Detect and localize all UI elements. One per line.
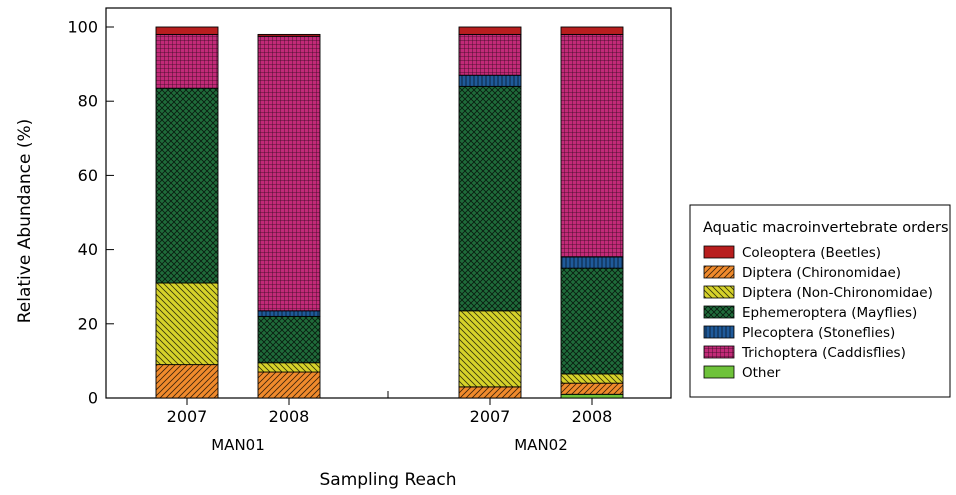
- bar-segment-diptera-non-chironomidae: [458, 310, 522, 388]
- bar-segment-plecoptera-stoneflies: [458, 74, 522, 87]
- legend-swatch: [703, 365, 735, 379]
- legend-label: Plecoptera (Stoneflies): [742, 325, 895, 341]
- bar-segment-other: [560, 393, 624, 399]
- x-tick-label: 2008: [269, 407, 310, 426]
- bar-segment-plecoptera-stoneflies: [560, 256, 624, 269]
- bar-segment-diptera-chironomidae: [257, 371, 321, 399]
- bar-segment-plecoptera-stoneflies: [257, 310, 321, 317]
- bar-segment-diptera-chironomidae: [458, 386, 522, 399]
- bar-stack-man02-2008: [560, 26, 624, 399]
- legend-item-trichoptera-caddisflies: Trichoptera (Caddisflies): [703, 345, 906, 361]
- bar-segment-diptera-chironomidae: [155, 364, 219, 399]
- bar-segment-trichoptera-caddisflies: [458, 33, 522, 76]
- legend-item-ephemeroptera-mayflies: Ephemeroptera (Mayflies): [703, 305, 917, 321]
- bar-segment-coleoptera-beetles: [257, 33, 321, 37]
- legend-swatch: [703, 285, 735, 299]
- bar-segment-ephemeroptera-mayflies: [560, 267, 624, 375]
- legend-label: Other: [742, 365, 781, 381]
- bar-stack-man02-2007: [458, 26, 522, 399]
- x-tick-label: 2007: [470, 407, 511, 426]
- y-tick-label: 0: [88, 389, 98, 408]
- x-axis-title: Sampling Reach: [319, 470, 456, 490]
- x-group-label: MAN02: [514, 436, 568, 454]
- y-tick-label: 40: [78, 240, 98, 259]
- x-group-label: MAN01: [211, 436, 265, 454]
- legend-item-diptera-non-chironomidae: Diptera (Non-Chironomidae): [703, 285, 933, 301]
- bar-segment-coleoptera-beetles: [458, 26, 522, 35]
- legend-label: Ephemeroptera (Mayflies): [742, 305, 917, 321]
- legend-item-plecoptera-stoneflies: Plecoptera (Stoneflies): [703, 325, 895, 341]
- bar-stack-man01-2007: [155, 26, 219, 399]
- bar-segment-diptera-non-chironomidae: [560, 373, 624, 384]
- bar-segment-diptera-non-chironomidae: [257, 362, 321, 373]
- x-tick-label: 2008: [572, 407, 613, 426]
- legend-swatch: [703, 265, 735, 279]
- legend-swatch: [703, 305, 735, 319]
- bar-segment-ephemeroptera-mayflies: [257, 315, 321, 364]
- y-tick-label: 100: [67, 18, 98, 37]
- bar-segment-trichoptera-caddisflies: [155, 33, 219, 89]
- legend-swatch: [703, 245, 735, 259]
- y-tick-label: 20: [78, 314, 98, 333]
- legend-label: Trichoptera (Caddisflies): [741, 345, 906, 361]
- legend-swatch: [703, 325, 735, 339]
- bars-layer: [155, 26, 624, 399]
- bar-segment-trichoptera-caddisflies: [257, 35, 321, 312]
- legend-label: Diptera (Chironomidae): [742, 265, 901, 281]
- legend-item-coleoptera-beetles: Coleoptera (Beetles): [703, 245, 881, 261]
- y-axis: 0 20 40 60 80 100: [67, 18, 114, 408]
- legend-label: Coleoptera (Beetles): [742, 245, 881, 261]
- bar-segment-ephemeroptera-mayflies: [458, 85, 522, 312]
- legend-item-other: Other: [703, 365, 781, 381]
- bar-stack-man01-2008: [257, 33, 321, 399]
- bar-segment-ephemeroptera-mayflies: [155, 87, 219, 284]
- legend-title: Aquatic macroinvertebrate orders: [703, 220, 949, 236]
- bar-segment-diptera-non-chironomidae: [155, 282, 219, 366]
- legend-label: Diptera (Non-Chironomidae): [742, 285, 933, 301]
- y-tick-label: 60: [78, 166, 98, 185]
- legend-item-diptera-chironomidae: Diptera (Chironomidae): [703, 265, 901, 281]
- y-axis-title: Relative Abundance (%): [15, 119, 35, 324]
- bar-segment-trichoptera-caddisflies: [560, 33, 624, 258]
- legend-swatch: [703, 345, 735, 359]
- legend: Aquatic macroinvertebrate orders Coleopt…: [689, 204, 951, 398]
- x-tick-label: 2007: [167, 407, 208, 426]
- bar-segment-coleoptera-beetles: [155, 26, 219, 35]
- legend-frame: [689, 204, 951, 398]
- bar-segment-coleoptera-beetles: [560, 26, 624, 35]
- bar-segment-diptera-chironomidae: [560, 382, 624, 395]
- y-tick-label: 80: [78, 92, 98, 111]
